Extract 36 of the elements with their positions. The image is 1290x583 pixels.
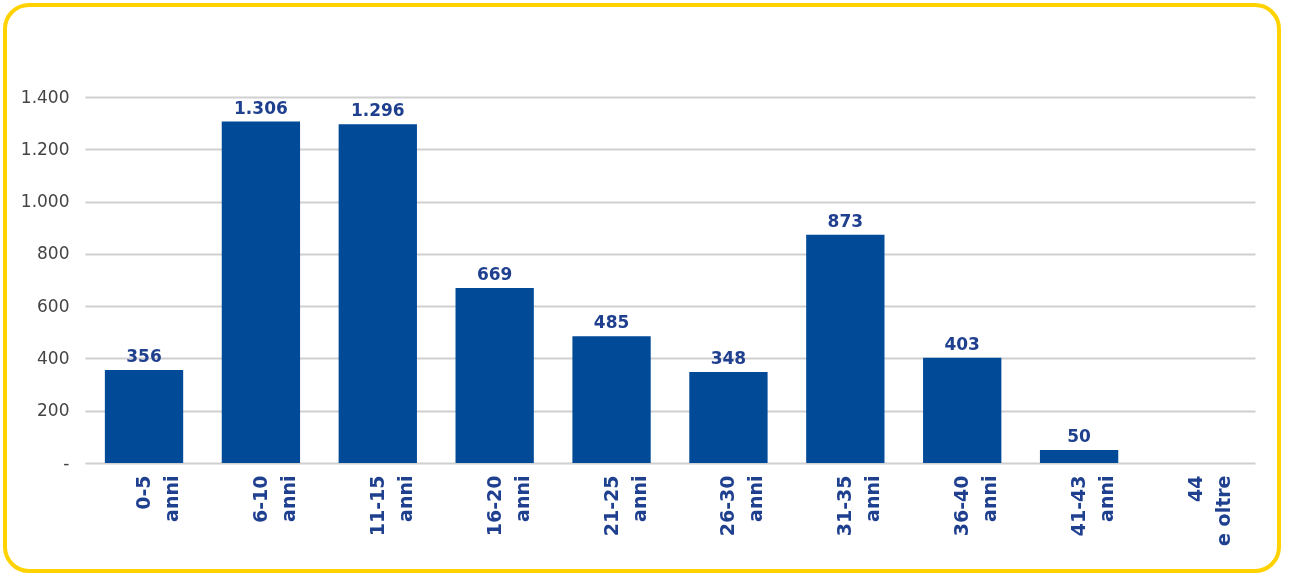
bar: [923, 357, 1002, 463]
bar: [572, 336, 651, 463]
y-tick-label: 800: [37, 243, 70, 264]
data-label: 1.296: [350, 100, 405, 121]
y-tick-label: 200: [37, 400, 70, 421]
bar: [806, 234, 885, 463]
x-tick-label: 31-35 anni: [833, 475, 884, 537]
x-tick-label: 21-25 anni: [599, 475, 650, 537]
bar: [689, 372, 768, 463]
x-tick-label: 41-43 anni: [1067, 475, 1118, 537]
data-label: 669: [476, 264, 513, 285]
x-tick-label: 6-10 anni: [248, 475, 299, 524]
bar: [338, 124, 417, 463]
y-tick-label: -: [63, 452, 70, 473]
data-label: 356: [126, 345, 162, 366]
y-tick-label: 600: [37, 295, 70, 316]
bar: [104, 369, 184, 463]
data-label: 1.306: [234, 97, 288, 118]
x-tick-label: 36-40 anni: [950, 475, 1001, 537]
x-tick-label: 0-5 anni: [132, 475, 183, 522]
data-label: 348: [710, 348, 747, 369]
data-label: 403: [944, 333, 980, 354]
bar: [221, 121, 301, 463]
y-tick-label: 1.400: [20, 86, 70, 107]
x-tick-label: 26-30 anni: [716, 475, 767, 537]
data-label: 873: [827, 210, 864, 231]
x-tick-label: 44 e oltre: [1183, 475, 1234, 546]
y-tick-label: 400: [37, 347, 70, 368]
y-tick-label: 1.200: [20, 138, 70, 159]
data-label: 50: [1067, 425, 1092, 446]
bar: [455, 288, 534, 463]
bar: [1039, 449, 1119, 463]
data-label: 485: [593, 312, 630, 333]
y-tick-label: 1.000: [20, 191, 70, 212]
x-tick-label: 16-20 anni: [482, 475, 533, 537]
x-tick-label: 11-15 anni: [365, 475, 416, 537]
